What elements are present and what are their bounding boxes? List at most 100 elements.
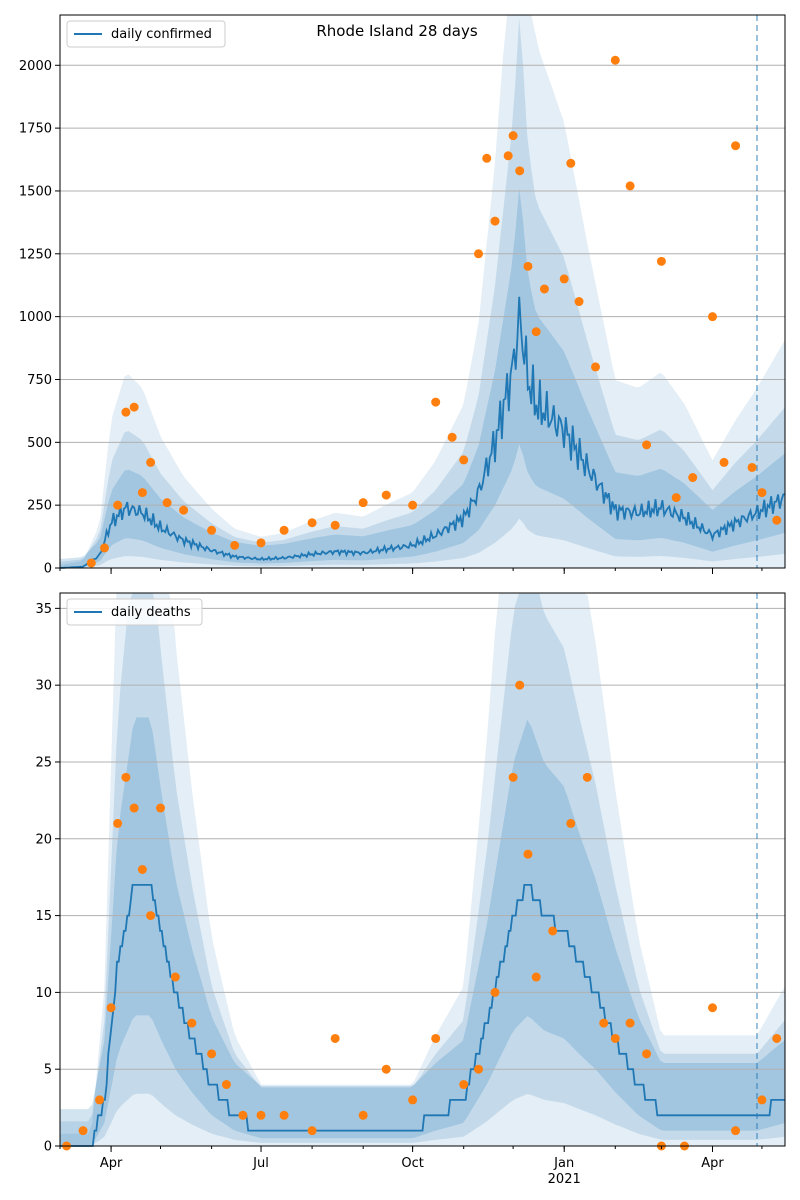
deaths-line-layer	[60, 884, 785, 1147]
deaths-observed-point	[566, 818, 576, 828]
confirmed-observed-point	[719, 457, 729, 467]
confirmed-legend-label: daily confirmed	[111, 27, 212, 42]
deaths-x-tick-label: Apr	[100, 1156, 123, 1171]
deaths-observed-point	[358, 1110, 368, 1120]
confirmed-observed-point	[503, 151, 513, 161]
deaths-axes-frame	[59, 592, 786, 1147]
deaths-observed-point	[121, 772, 131, 782]
deaths-observed-point	[490, 987, 500, 997]
deaths-observed-point	[515, 680, 525, 690]
confirmed-observed-point	[490, 216, 500, 226]
confirmed-observed-point	[279, 525, 289, 535]
deaths-observed-point	[610, 1033, 620, 1043]
deaths-observed-point	[757, 1095, 767, 1105]
confirmed-observed-point	[121, 407, 131, 417]
confirmed-observed-point	[523, 261, 533, 271]
deaths-observed-point	[156, 803, 166, 813]
deaths-observed-point	[582, 772, 592, 782]
deaths-observed-point	[708, 1003, 717, 1013]
confirmed-observed-point	[482, 153, 492, 163]
confirmed-observed-point	[591, 362, 601, 372]
deaths-band-2	[60, 717, 785, 1146]
deaths-observed-point	[731, 1126, 741, 1136]
confirmed-axes-frame	[59, 14, 786, 569]
confirmed-observed-point	[330, 520, 340, 530]
deaths-x-tick-sublabel: 2021	[548, 1172, 581, 1187]
deaths-observed-point	[642, 1049, 652, 1059]
deaths-legend-box	[66, 598, 203, 626]
confirmed-observed-point	[531, 327, 541, 337]
deaths-observed-point	[474, 1064, 484, 1074]
deaths-observed-point	[330, 1033, 340, 1043]
confirmed-observed-point	[559, 274, 569, 284]
confirmed-y-tick-label: 2000	[19, 59, 52, 74]
confirmed-observed-point	[515, 166, 525, 176]
confirmed-observed-point	[642, 440, 652, 450]
confirmed-observed-point	[757, 488, 767, 498]
deaths-observed-point	[431, 1033, 441, 1043]
confirmed-points-layer	[86, 55, 782, 568]
deaths-y-tick-label: 35	[35, 602, 52, 617]
confirmed-observed-point	[358, 498, 368, 508]
deaths-y-tick-label: 15	[35, 909, 52, 924]
confirmed-observed-point	[146, 457, 156, 467]
deaths-observed-point	[279, 1110, 289, 1120]
confirmed-y-tick-label: 1000	[19, 310, 52, 325]
confirmed-observed-point	[566, 158, 576, 168]
confirmed-observed-point	[179, 505, 189, 515]
deaths-series-line	[60, 884, 785, 1147]
deaths-legend-label: daily deaths	[111, 605, 191, 620]
confirmed-panel: 0 250 500 750 1000 1250 1500 1750 2000 Apr Jul Oct…	[19, 14, 786, 577]
deaths-y-tick-label: 0	[44, 1140, 52, 1155]
deaths-y-tick-label: 25	[35, 755, 52, 770]
deaths-x-tick-label: Jul	[252, 1156, 269, 1171]
confirmed-y-tick-label: 250	[27, 499, 52, 514]
confirmed-observed-point	[508, 131, 518, 141]
deaths-observed-point	[523, 849, 533, 859]
deaths-points-layer	[62, 680, 782, 1151]
deaths-gridlines	[60, 607, 785, 1147]
deaths-observed-point	[625, 1018, 635, 1028]
confirmed-observed-point	[731, 141, 741, 151]
confirmed-band-2	[60, 188, 785, 568]
confirmed-observed-point	[574, 297, 584, 307]
deaths-legend: daily deaths	[66, 598, 203, 626]
confirmed-y-tick-label: 500	[27, 436, 52, 451]
confirmed-observed-point	[610, 55, 620, 65]
confirmed-observed-point	[113, 500, 123, 510]
deaths-observed-point	[106, 1003, 116, 1013]
confirmed-observed-point	[86, 558, 96, 568]
confirmed-observed-point	[129, 402, 139, 412]
deaths-observed-point	[221, 1080, 231, 1090]
confirmed-observed-point	[431, 397, 441, 407]
confirmed-observed-point	[708, 312, 717, 322]
deaths-observed-point	[146, 911, 156, 921]
confirmed-y-tick-label: 750	[27, 373, 52, 388]
confirmed-observed-point	[408, 500, 418, 510]
deaths-x-tick-label: Jan	[553, 1156, 574, 1171]
deaths-observed-point	[170, 972, 180, 982]
deaths-observed-point	[78, 1126, 88, 1136]
confirmed-observed-point	[772, 515, 782, 525]
deaths-observed-point	[508, 772, 518, 782]
deaths-observed-point	[238, 1110, 248, 1120]
confirmed-legend-box	[66, 20, 226, 48]
deaths-observed-point	[137, 865, 147, 874]
confirmed-legend: daily confirmed	[66, 20, 226, 48]
deaths-observed-point	[459, 1080, 469, 1090]
confirmed-y-tick-label: 1750	[19, 122, 52, 137]
deaths-observed-point	[95, 1095, 105, 1105]
deaths-observed-point	[113, 818, 123, 828]
deaths-observed-point	[207, 1049, 217, 1059]
deaths-observed-point	[599, 1018, 609, 1028]
confirmed-observed-point	[625, 181, 635, 191]
confirmed-line-layer	[59, 296, 785, 569]
deaths-observed-point	[307, 1126, 317, 1136]
deaths-observed-point	[772, 1033, 782, 1043]
confirmed-band-1	[60, 18, 785, 568]
deaths-observed-point	[531, 972, 541, 982]
confirmed-y-tick-label: 0	[44, 562, 52, 577]
confirmed-series-line	[59, 296, 785, 569]
confirmed-observed-point	[230, 540, 240, 550]
